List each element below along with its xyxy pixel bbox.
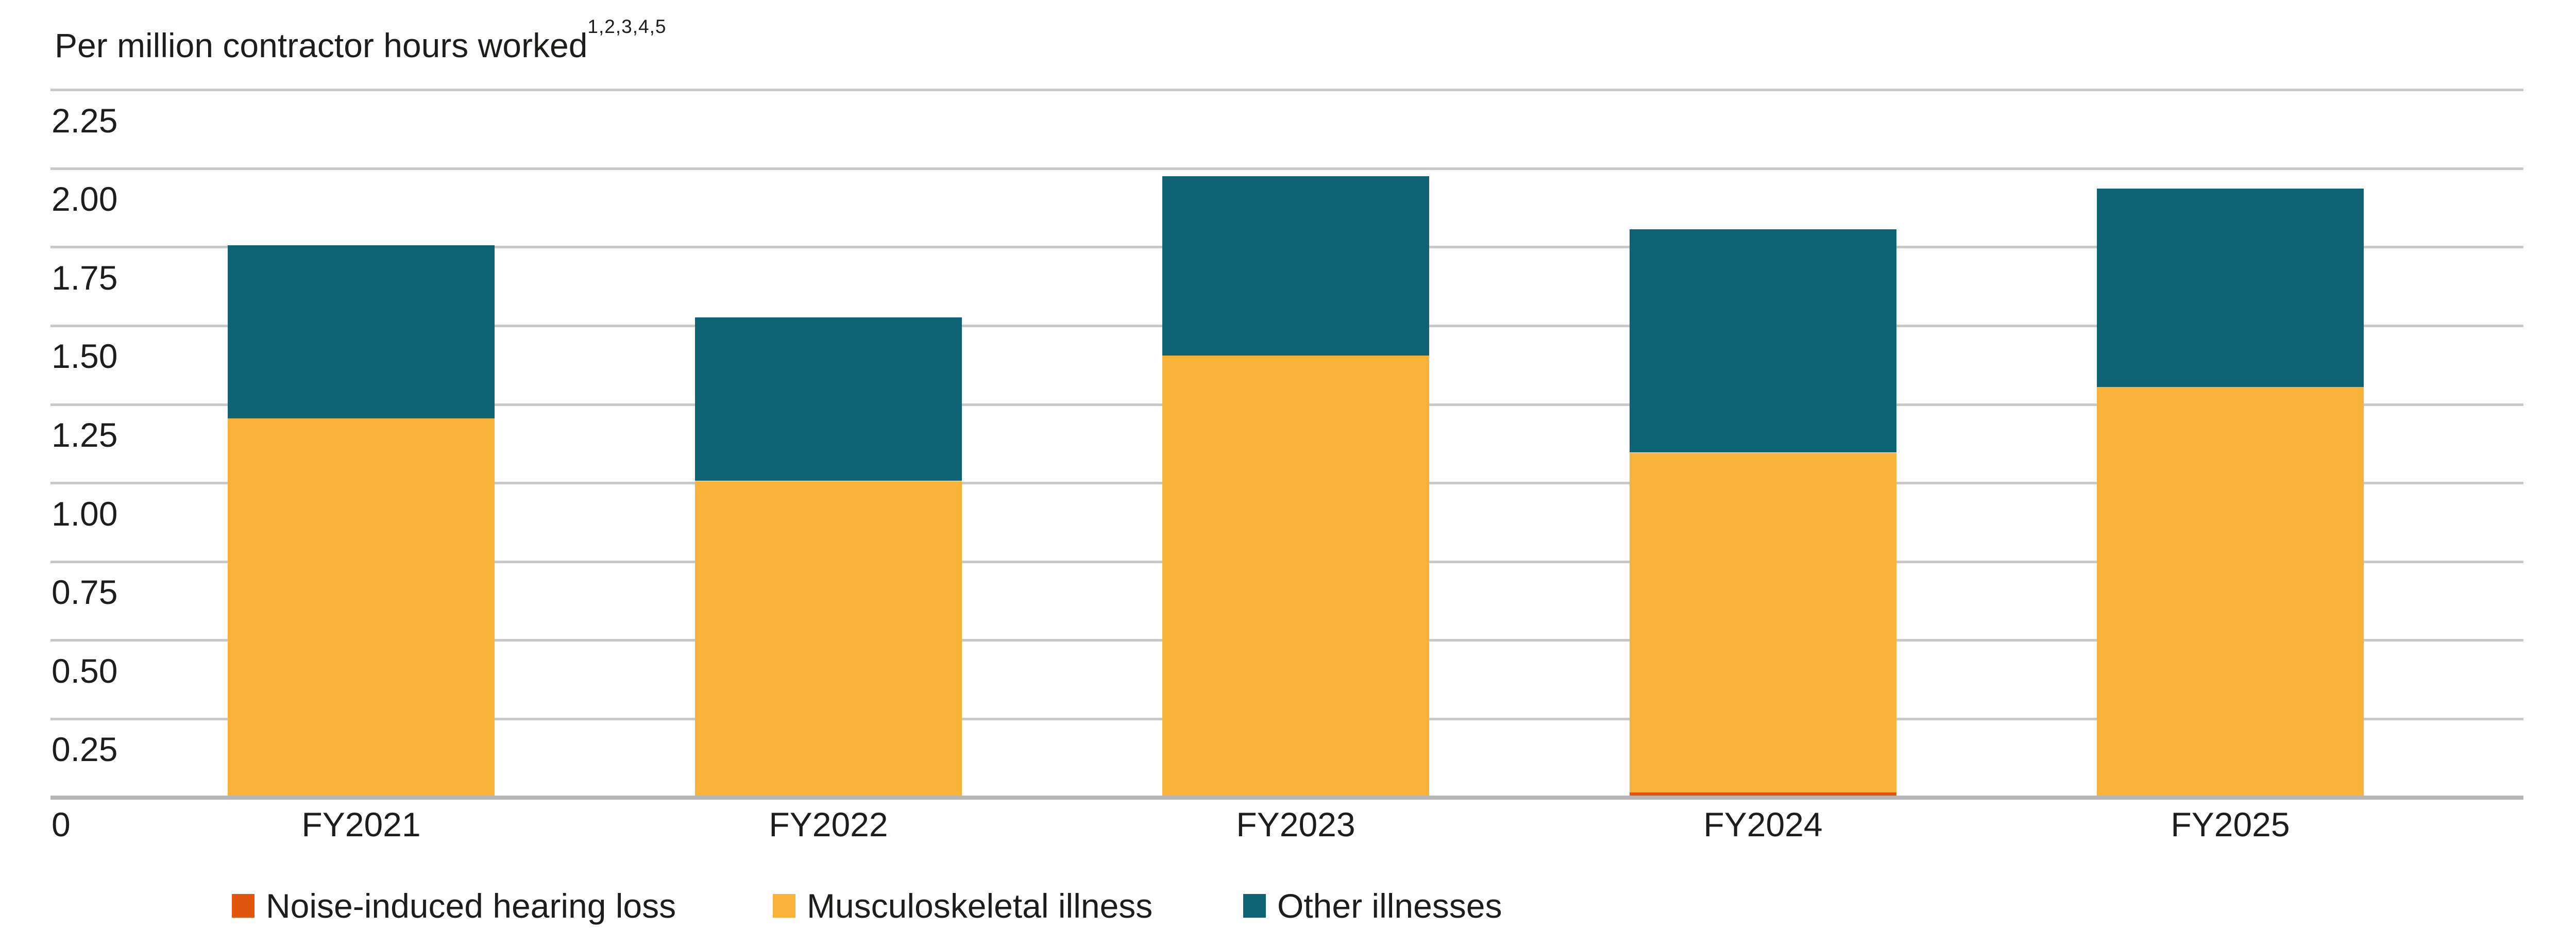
bar-segment-other-illnesses-fy2025 <box>2097 189 2364 387</box>
legend-swatch-other-illnesses <box>1243 894 1266 918</box>
y-axis-tick-label-2-00: 2.00 <box>52 180 118 218</box>
legend-item-musculoskeletal-illness: Musculoskeletal illness <box>773 889 1153 923</box>
bar-segment-other-illnesses-fy2021 <box>228 245 495 418</box>
legend-swatch-noise-induced-hearing-loss <box>232 894 255 918</box>
y-axis-tick-label-1-50: 1.50 <box>52 337 118 375</box>
y-axis-tick-label-0-75: 0.75 <box>52 573 118 611</box>
chart-title: Per million contractor hours worked1,2,3… <box>55 17 666 64</box>
y-axis-tick-label-0: 0 <box>52 805 71 843</box>
y-axis-tick-label-1-00: 1.00 <box>52 495 118 533</box>
gridline-0 <box>50 796 2523 800</box>
legend-swatch-musculoskeletal-illness <box>773 894 795 918</box>
legend-label-other-illnesses: Other illnesses <box>1277 887 1502 925</box>
legend-label-musculoskeletal-illness: Musculoskeletal illness <box>807 887 1153 925</box>
y-axis-tick-label-1-75: 1.75 <box>52 259 118 297</box>
y-axis-tick-label-1-25: 1.25 <box>52 416 118 454</box>
legend-item-noise-induced-hearing-loss: Noise-induced hearing loss <box>232 889 676 923</box>
chart-title-text: Per million contractor hours worked <box>55 26 588 64</box>
y-axis-tick-label-2-25: 2.25 <box>52 102 118 140</box>
x-axis-label-fy2024: FY2024 <box>1703 805 1823 843</box>
chart-title-footnote-refs: 1,2,3,4,5 <box>587 16 667 37</box>
bar-segment-other-illnesses-fy2022 <box>695 317 962 481</box>
x-axis-label-fy2023: FY2023 <box>1236 805 1355 843</box>
bar-segment-noise-induced-hearing-loss-fy2024 <box>1630 792 1896 796</box>
y-axis-tick-label-0-25: 0.25 <box>52 730 118 768</box>
x-axis-label-fy2022: FY2022 <box>769 805 888 843</box>
bar-segment-musculoskeletal-illness-fy2024 <box>1630 453 1896 792</box>
x-axis-label-fy2021: FY2021 <box>301 805 421 843</box>
bar-segment-musculoskeletal-illness-fy2025 <box>2097 386 2364 796</box>
bar-segment-musculoskeletal-illness-fy2021 <box>228 418 495 796</box>
legend-item-other-illnesses: Other illnesses <box>1243 889 1502 923</box>
bar-segment-musculoskeletal-illness-fy2023 <box>1162 355 1429 796</box>
gridline-2-25 <box>50 89 2523 91</box>
gridline-2-00 <box>50 167 2523 170</box>
x-axis-label-fy2025: FY2025 <box>2171 805 2290 843</box>
legend-label-noise-induced-hearing-loss: Noise-induced hearing loss <box>266 887 676 925</box>
bar-segment-musculoskeletal-illness-fy2022 <box>695 481 962 796</box>
y-axis-tick-label-0-50: 0.50 <box>52 652 118 690</box>
bar-segment-other-illnesses-fy2024 <box>1630 229 1896 452</box>
bar-segment-other-illnesses-fy2023 <box>1162 176 1429 356</box>
